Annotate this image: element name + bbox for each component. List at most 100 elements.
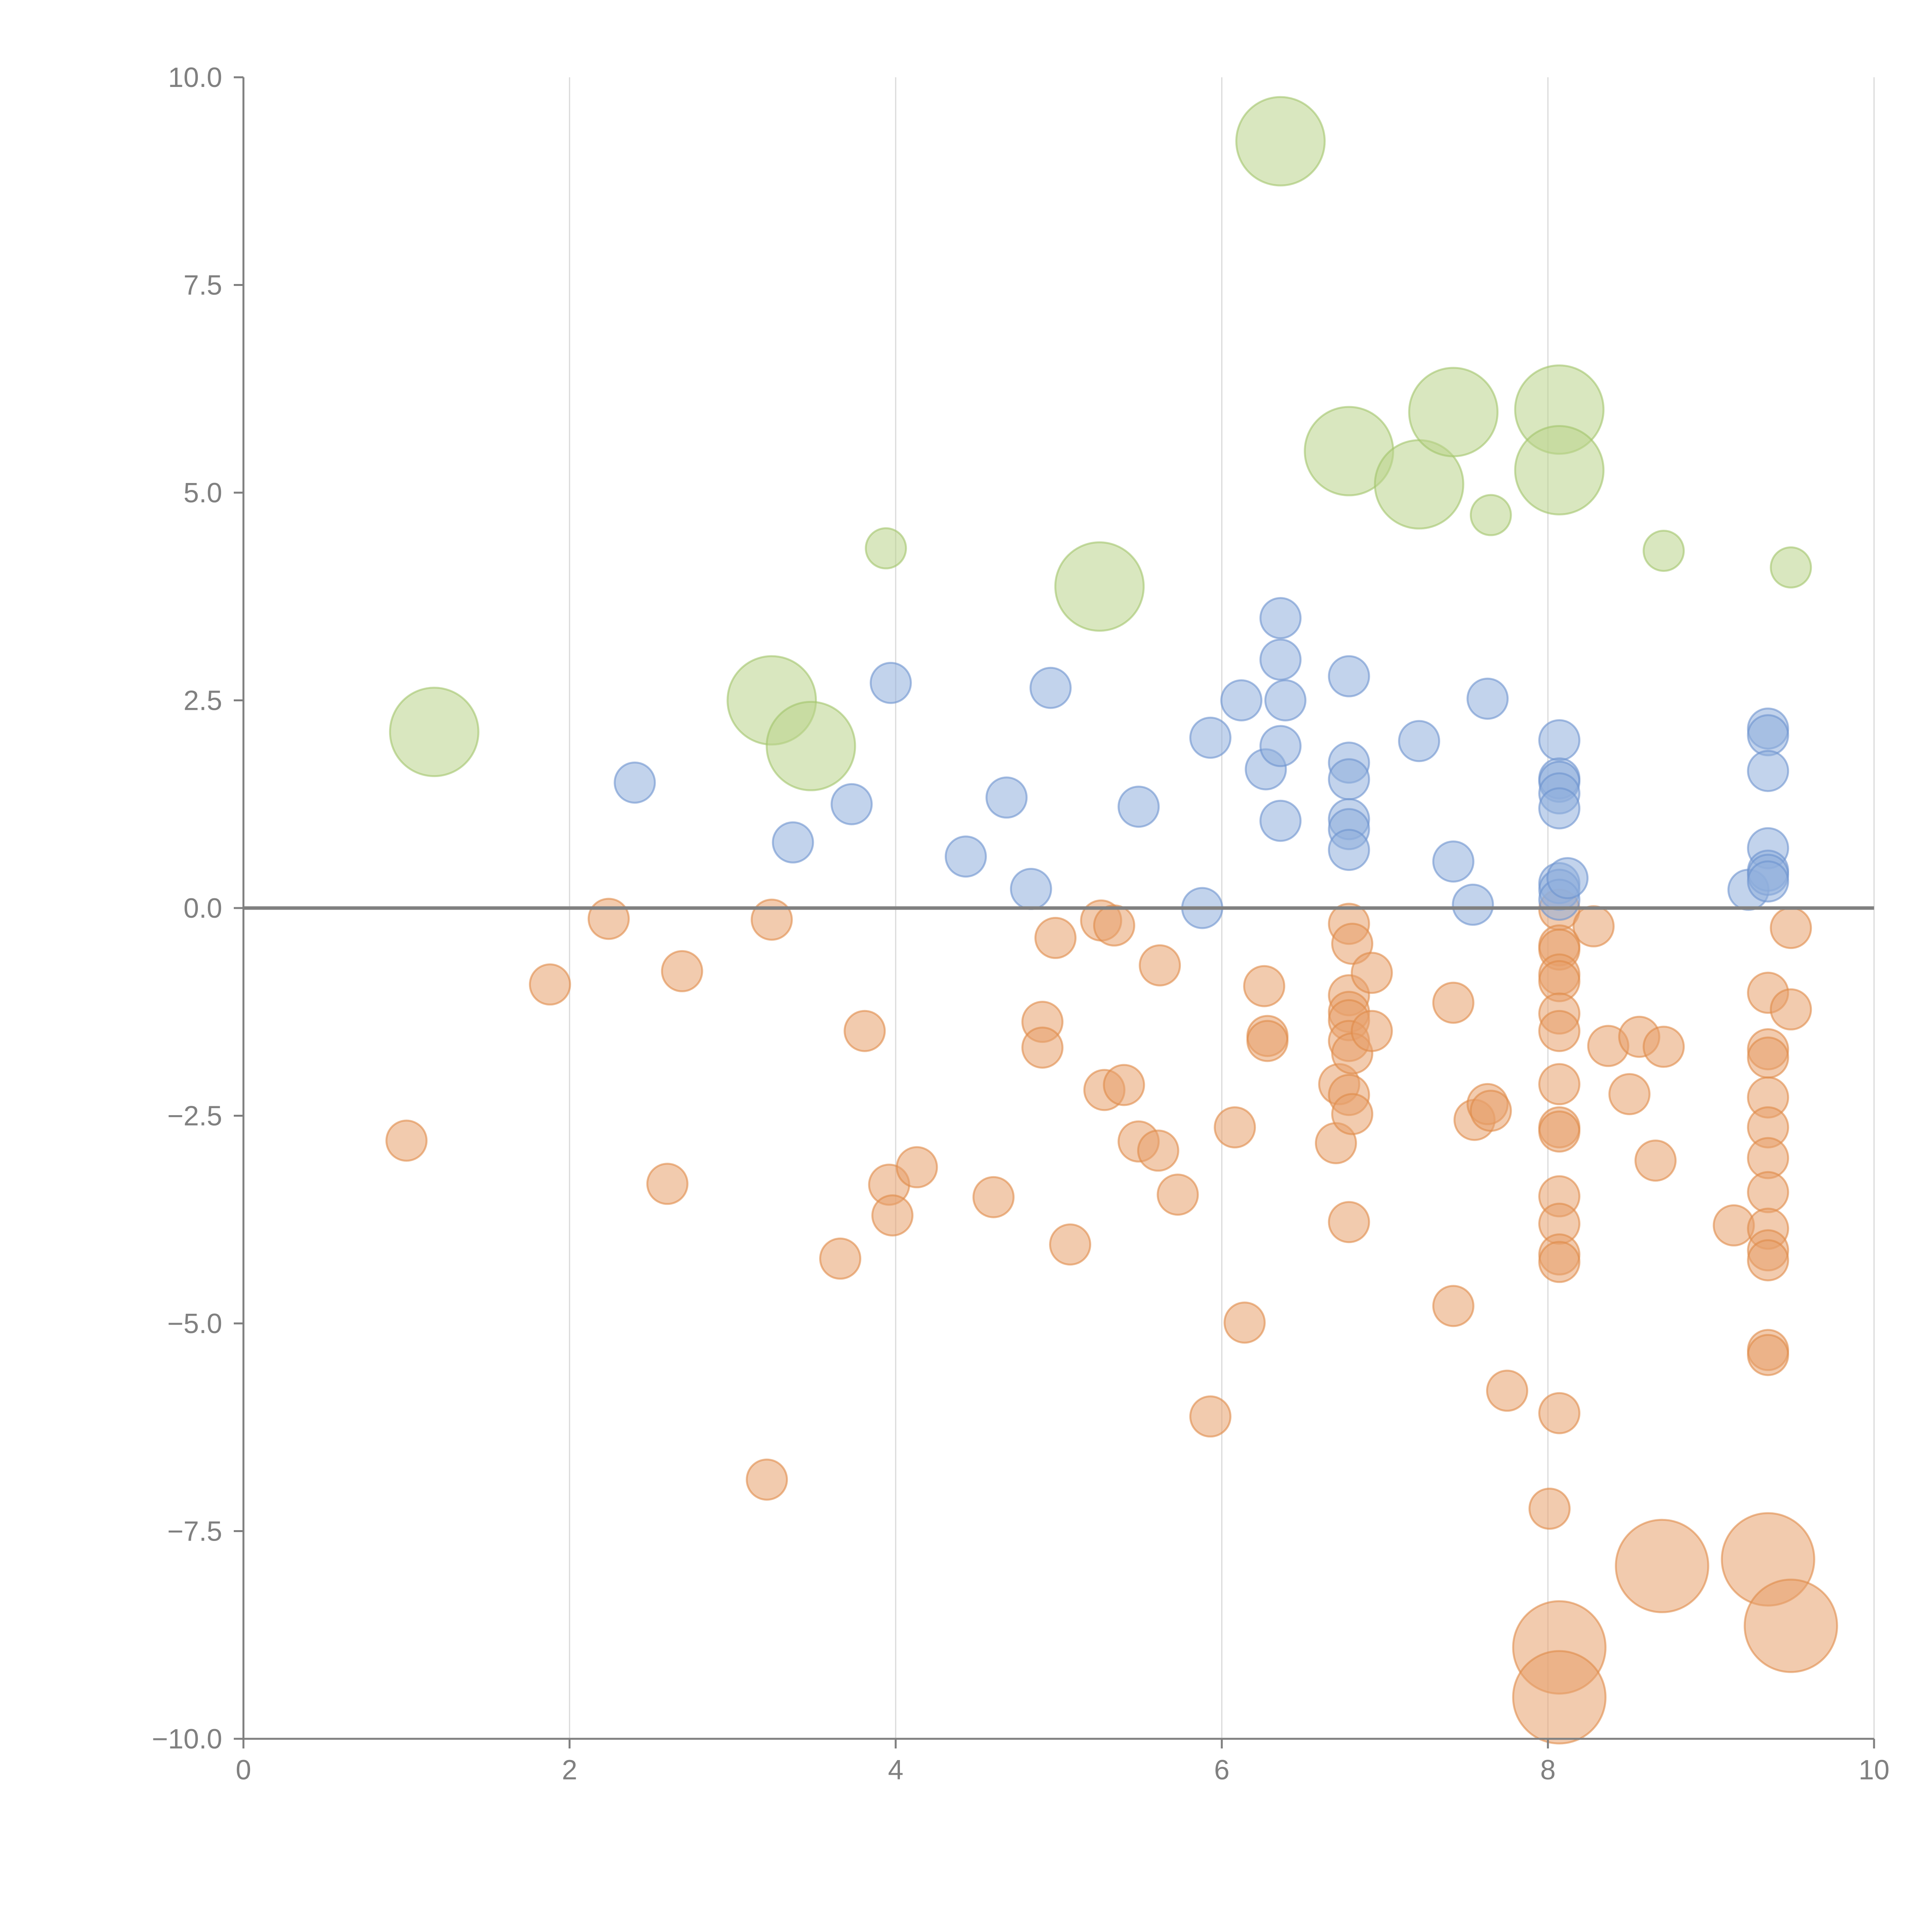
- bubble-point: [529, 963, 571, 1006]
- bubble-point: [614, 761, 656, 804]
- y-tick-label: 5.0: [184, 478, 222, 509]
- bubble-point: [1408, 367, 1499, 457]
- y-tick-label: −5.0: [167, 1308, 222, 1339]
- bubble-point: [1615, 1519, 1709, 1613]
- bubble-point: [819, 1237, 862, 1280]
- bubble-point: [1328, 655, 1370, 697]
- bubble-point: [1235, 96, 1326, 187]
- bubble-point: [871, 1194, 914, 1236]
- x-tick-label: 0: [236, 1755, 251, 1786]
- bubble-point: [1243, 965, 1286, 1007]
- y-tick-label: −10.0: [152, 1724, 222, 1755]
- bubble-point: [1220, 679, 1263, 721]
- bubble-point: [1512, 1650, 1607, 1745]
- bubble-point: [1486, 1369, 1528, 1412]
- bubble-point: [1538, 719, 1581, 762]
- bubble-point: [1452, 883, 1494, 926]
- bubble-point: [1747, 1334, 1789, 1376]
- bubble-point: [1469, 494, 1512, 536]
- bubble-point: [1432, 981, 1475, 1024]
- bubble-point: [1137, 1129, 1179, 1172]
- bubble-point: [1747, 860, 1789, 903]
- bubble-point: [1189, 1395, 1231, 1438]
- bubble-point: [746, 1458, 788, 1501]
- bubble-point: [750, 898, 793, 941]
- bubble-point: [1139, 944, 1181, 986]
- bubble-point: [985, 776, 1028, 819]
- bubble-point: [1643, 530, 1685, 572]
- bubble-point: [646, 1163, 689, 1205]
- bubble-point: [1770, 988, 1812, 1031]
- bubble-point: [972, 1176, 1015, 1218]
- bubble-point: [1246, 1020, 1289, 1062]
- bubble-point: [1021, 1026, 1064, 1069]
- x-tick-label: 4: [888, 1755, 903, 1786]
- bubble-point: [1054, 541, 1145, 632]
- y-tick-label: 10.0: [168, 62, 222, 93]
- bubble-point: [865, 527, 907, 570]
- bubble-point: [1528, 1487, 1571, 1530]
- x-tick-label: 10: [1859, 1755, 1889, 1786]
- bubble-point: [1259, 638, 1302, 681]
- bubble-point: [1466, 677, 1509, 720]
- bubble-point: [1093, 904, 1135, 947]
- bubble-point: [1608, 1073, 1651, 1116]
- bubble-point: [869, 662, 912, 704]
- y-tick-label: 0.0: [184, 893, 222, 924]
- bubble-point: [1156, 1173, 1199, 1216]
- bubble-point: [1029, 667, 1072, 709]
- bubble-point: [1331, 922, 1374, 965]
- bubble-point: [830, 783, 873, 825]
- bubble-layer: [385, 96, 1838, 1745]
- bubble-point: [661, 950, 703, 992]
- bubble-point: [1432, 840, 1475, 883]
- bubble-point: [1259, 799, 1302, 842]
- bubble-point: [1328, 1201, 1370, 1243]
- bubble-point: [1770, 546, 1812, 588]
- bubble-point: [1223, 1301, 1266, 1344]
- bubble-point: [1432, 1285, 1475, 1327]
- bubble-point: [1538, 787, 1581, 830]
- y-tick-label: −7.5: [167, 1516, 222, 1547]
- bubble-point: [385, 1119, 428, 1162]
- bubble-point: [1538, 1241, 1581, 1283]
- bubble-point: [1538, 1110, 1581, 1153]
- bubble-point: [1264, 679, 1307, 721]
- y-tick-label: −2.5: [167, 1101, 222, 1132]
- y-tick-label: 2.5: [184, 685, 222, 716]
- bubble-point: [587, 898, 630, 940]
- bubble-point: [1538, 1010, 1581, 1052]
- bubble-point: [1398, 720, 1440, 762]
- x-tick-label: 2: [562, 1755, 577, 1786]
- bubble-point: [1747, 1171, 1789, 1213]
- bubble-point: [1189, 716, 1231, 759]
- bubble-point: [1770, 907, 1812, 949]
- bubble-point: [1634, 1139, 1677, 1182]
- bubble-point: [1350, 1010, 1393, 1052]
- bubble-point: [844, 1010, 886, 1052]
- bubble-point: [765, 701, 856, 791]
- y-tick-label: 7.5: [184, 270, 222, 301]
- bubble-point: [1328, 758, 1370, 801]
- bubble-point: [1514, 425, 1605, 515]
- bubble-point: [1034, 917, 1077, 959]
- bubble-point: [1538, 1063, 1581, 1105]
- bubble-point: [1747, 1239, 1789, 1282]
- bubble-point: [896, 1146, 938, 1189]
- bubble-point: [1328, 829, 1370, 871]
- bubble-point: [1259, 597, 1302, 639]
- bubble-point: [1546, 857, 1589, 900]
- bubble-point: [944, 835, 987, 878]
- bubble-point: [1331, 1093, 1374, 1135]
- axes: 0 2 4 6 8 10 −10.0 −7.5 −5.0 −2.5 0.0 2.5 5.0 7.5 10.0: [152, 62, 1889, 1786]
- bubble-point: [1747, 1036, 1789, 1079]
- bubble-point: [1259, 725, 1302, 767]
- bubble-point: [389, 687, 480, 777]
- bubble-point: [1743, 1578, 1838, 1673]
- bubble-point: [1214, 1106, 1256, 1149]
- bubble-point: [1747, 714, 1789, 757]
- x-tick-label: 6: [1214, 1755, 1230, 1786]
- bubble-point: [1103, 1064, 1145, 1106]
- bubble-point: [1643, 1026, 1685, 1068]
